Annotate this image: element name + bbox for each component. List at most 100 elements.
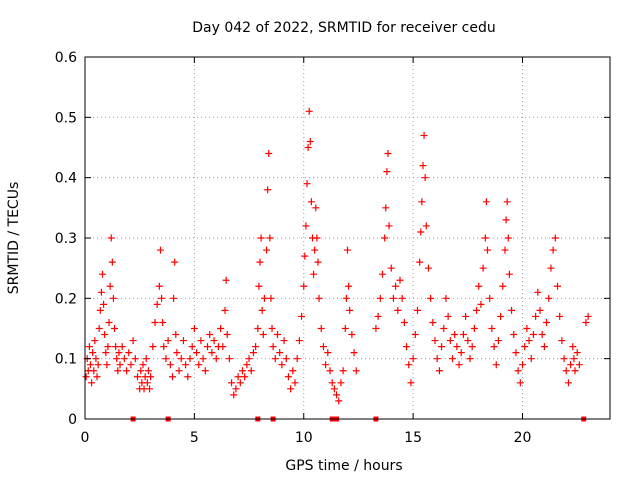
data-point — [352, 367, 360, 375]
data-point — [112, 343, 120, 351]
data-point — [508, 306, 516, 314]
data-point — [282, 355, 290, 363]
data-point — [155, 282, 163, 290]
data-point — [303, 180, 311, 188]
data-point — [259, 331, 267, 339]
y-tick-label: 0.2 — [55, 291, 77, 307]
data-point — [424, 264, 432, 272]
data-point — [389, 294, 397, 302]
data-point — [102, 349, 110, 357]
data-point — [188, 343, 196, 351]
data-point — [222, 276, 230, 284]
data-point — [497, 312, 505, 320]
data-point — [499, 282, 507, 290]
data-point — [431, 337, 439, 345]
data-point — [228, 379, 236, 387]
data-point — [307, 198, 315, 206]
x-tick-label: 5 — [190, 430, 199, 446]
data-point — [564, 379, 572, 387]
data-point — [199, 355, 207, 363]
data-point — [158, 294, 166, 302]
data-point — [523, 325, 531, 332]
data-point — [330, 385, 338, 393]
data-point — [345, 282, 353, 290]
data-point — [488, 325, 496, 332]
data-point — [525, 337, 533, 345]
y-axis-label: SRMTID / TECUs — [6, 182, 22, 295]
data-point — [532, 312, 540, 320]
data-point — [573, 349, 581, 357]
data-point — [348, 331, 356, 339]
data-point — [416, 258, 424, 266]
data-point — [127, 361, 135, 369]
data-point — [99, 270, 106, 278]
data-point — [527, 355, 535, 363]
data-point — [177, 355, 185, 363]
data-point — [234, 373, 242, 381]
data-point — [173, 349, 181, 357]
data-point — [396, 276, 404, 284]
axis-ticks: 0 0.1 0.2 0.3 0.4 0.5 0.6 0 5 10 15 20 — [55, 50, 610, 446]
data-point — [394, 306, 402, 314]
data-point — [118, 343, 126, 351]
data-point — [512, 349, 520, 357]
data-point — [414, 306, 421, 314]
data-point — [455, 361, 463, 369]
data-point — [405, 361, 413, 369]
data-point — [490, 343, 498, 351]
data-point — [529, 331, 537, 339]
data-point — [278, 361, 286, 369]
data-point — [256, 258, 264, 266]
data-point — [464, 337, 472, 345]
data-point — [446, 337, 454, 345]
data-point — [264, 186, 272, 194]
data-point — [103, 361, 111, 369]
data-point — [271, 355, 279, 363]
data-point — [82, 373, 90, 381]
data-point — [538, 331, 546, 339]
data-point — [382, 204, 390, 212]
data-point — [313, 234, 321, 242]
data-point — [276, 349, 284, 357]
data-point — [494, 337, 502, 345]
data-point — [459, 331, 467, 339]
data-point — [169, 373, 176, 381]
data-point — [486, 294, 494, 302]
data-point — [387, 264, 395, 272]
data-point — [280, 337, 288, 345]
data-point — [344, 246, 351, 254]
data-point — [514, 367, 522, 375]
data-point — [473, 306, 481, 314]
data-point — [212, 355, 220, 363]
data-point — [560, 355, 568, 363]
data-point — [284, 373, 292, 381]
data-point — [315, 294, 323, 302]
data-point — [258, 306, 266, 314]
data-point — [171, 258, 179, 266]
data-point — [384, 150, 392, 158]
data-point — [129, 337, 137, 345]
data-point — [442, 294, 450, 302]
data-point — [545, 294, 553, 302]
data-point — [582, 318, 590, 326]
data-point — [134, 373, 141, 381]
data-point — [204, 343, 211, 351]
data-point — [116, 361, 124, 369]
y-tick-label: 0.1 — [55, 352, 77, 368]
data-point — [379, 270, 386, 278]
y-tick-label: 0.5 — [55, 110, 77, 126]
data-point — [201, 367, 209, 375]
data-point — [252, 343, 260, 351]
data-point — [142, 355, 150, 363]
data-point — [422, 222, 430, 230]
data-point — [468, 343, 476, 351]
data-point — [113, 355, 121, 363]
data-point — [536, 306, 544, 314]
data-point — [429, 318, 437, 326]
data-point — [287, 385, 295, 393]
data-point — [409, 355, 417, 363]
data-point — [418, 198, 426, 206]
data-point — [317, 325, 325, 332]
data-point — [314, 258, 322, 266]
